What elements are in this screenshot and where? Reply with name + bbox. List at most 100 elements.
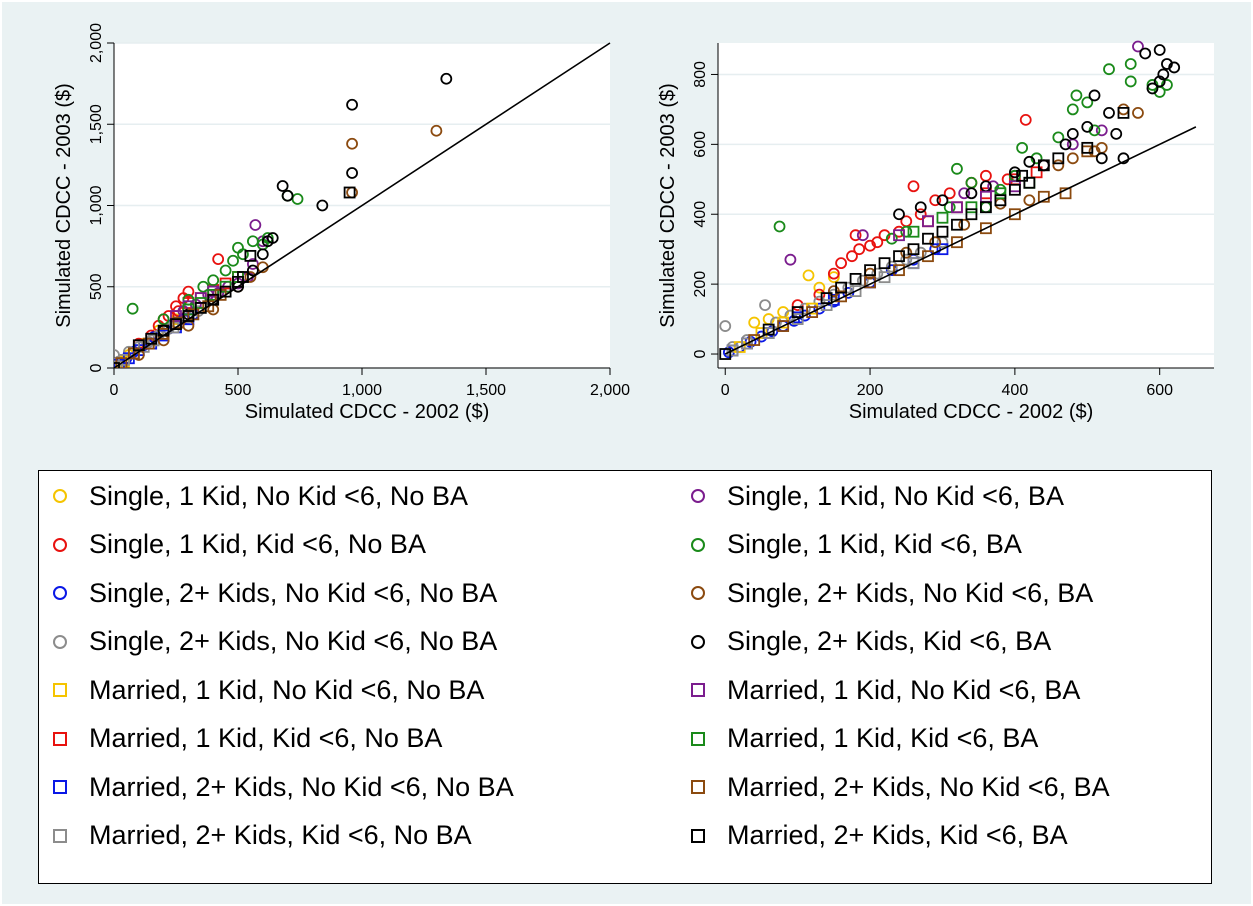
left-point-circle bbox=[430, 124, 443, 137]
right-point-circle bbox=[759, 299, 771, 311]
legend-label: Married, 1 Kid, Kid <6, BA bbox=[727, 723, 1039, 753]
legend-label: Single, 2+ Kids, Kid <6, BA bbox=[727, 626, 1052, 656]
legend-item: Married, 1 Kid, No Kid <6, BA bbox=[691, 670, 1080, 710]
right-y-tick-label: 400 bbox=[692, 201, 709, 228]
right-point-circle bbox=[1088, 145, 1101, 158]
right-point-circle bbox=[871, 267, 884, 280]
legend-circle-marker bbox=[53, 489, 67, 503]
left-y-tick-label: 2,000 bbox=[88, 23, 105, 63]
right-point-square bbox=[893, 264, 905, 277]
right-point-circle bbox=[784, 253, 797, 266]
right-x-tick-label: 200 bbox=[857, 382, 884, 399]
left-point-circle bbox=[227, 254, 239, 267]
right-point-circle bbox=[1081, 96, 1094, 109]
right-point-circle bbox=[951, 162, 963, 175]
right-point-circle bbox=[907, 180, 920, 193]
right-point-circle bbox=[1161, 58, 1173, 70]
right-y-tick-label: 200 bbox=[692, 271, 709, 298]
right-point-circle bbox=[958, 187, 971, 200]
legend-circle-marker bbox=[691, 586, 705, 600]
right-y-axis-title: Simulated CDCC - 2003 ($) bbox=[657, 83, 679, 328]
right-point-circle bbox=[791, 299, 804, 311]
legend-item: Single, 1 Kid, Kid <6, No BA bbox=[53, 525, 426, 565]
left-y-tick-label: 1,000 bbox=[88, 185, 105, 225]
right-point-circle bbox=[929, 243, 942, 256]
legend-label: Single, 1 Kid, Kid <6, No BA bbox=[89, 529, 426, 559]
right-point-square bbox=[1117, 106, 1130, 119]
left-point-square bbox=[132, 339, 145, 352]
legend-square-marker bbox=[53, 683, 67, 697]
right-point-circle bbox=[1023, 194, 1036, 207]
legend-item: Single, 1 Kid, No Kid <6, BA bbox=[691, 476, 1064, 516]
right-x-tick-label: 600 bbox=[1146, 382, 1173, 399]
left-x-tick-label: 0 bbox=[110, 382, 119, 399]
right-point-circle bbox=[1117, 152, 1130, 165]
right-point-square bbox=[835, 281, 847, 294]
right-point-circle bbox=[1168, 61, 1181, 74]
legend-square-marker bbox=[691, 828, 705, 843]
right-point-circle bbox=[798, 302, 811, 315]
right-point-square bbox=[951, 201, 963, 214]
right-x-axis-title: Simulated CDCC - 2002 ($) bbox=[849, 401, 1094, 423]
right-point-circle bbox=[1059, 138, 1072, 151]
left-point-circle bbox=[219, 264, 232, 277]
right-point-circle bbox=[936, 194, 949, 207]
left-x-tick-label: 1,500 bbox=[466, 382, 506, 399]
left-point-circle bbox=[316, 199, 329, 212]
left-point-circle bbox=[157, 313, 170, 326]
right-point-circle bbox=[864, 239, 876, 252]
right-point-square bbox=[849, 272, 862, 285]
right-point-square bbox=[878, 257, 891, 270]
legend-label: Married, 2+ Kids, Kid <6, No BA bbox=[89, 820, 472, 850]
legend-label: Single, 2+ Kids, No Kid <6, No BA bbox=[89, 577, 498, 608]
right-point-circle bbox=[835, 257, 847, 270]
right-point-circle bbox=[846, 250, 858, 263]
right-point-square bbox=[965, 208, 978, 221]
right-point-circle bbox=[1088, 124, 1101, 137]
right-point-circle bbox=[849, 229, 862, 242]
right-point-circle bbox=[1088, 89, 1101, 102]
right-point-circle bbox=[1066, 152, 1079, 165]
right-point-square bbox=[1016, 169, 1029, 182]
left-y-axis-title: Simulated CDCC - 2003 ($) bbox=[53, 83, 75, 328]
right-y-tick-label: 600 bbox=[692, 131, 709, 158]
right-point-square bbox=[936, 211, 949, 224]
legend-label: Single, 2+ Kids, No Kid <6, BA bbox=[727, 577, 1094, 608]
right-point-square bbox=[820, 292, 833, 305]
right-point-square bbox=[907, 257, 920, 270]
right-point-circle bbox=[813, 288, 826, 301]
right-point-circle bbox=[929, 194, 942, 207]
right-point-circle bbox=[943, 187, 956, 200]
right-point-square bbox=[806, 306, 819, 318]
legend-square-marker bbox=[53, 828, 67, 843]
right-point-circle bbox=[878, 229, 891, 242]
right-point-square bbox=[777, 320, 790, 332]
left-point-square bbox=[237, 271, 249, 283]
right-point-square bbox=[1037, 159, 1050, 172]
right-point-circle bbox=[958, 218, 971, 231]
left-x-tick-label: 1,000 bbox=[342, 382, 382, 399]
right-x-tick-label: 400 bbox=[1002, 382, 1029, 399]
right-point-square bbox=[1008, 183, 1021, 196]
right-point-square bbox=[965, 201, 978, 214]
right-point-circle bbox=[1103, 106, 1115, 119]
right-point-circle bbox=[784, 309, 797, 322]
legend-label: Single, 1 Kid, Kid <6, BA bbox=[727, 529, 1022, 559]
right-point-circle bbox=[1110, 127, 1123, 140]
left-y-tick-label: 500 bbox=[88, 273, 105, 300]
legend-label: Single, 1 Kid, No Kid <6, No BA bbox=[89, 480, 468, 511]
right-point-circle bbox=[900, 253, 913, 266]
right-point-square bbox=[741, 337, 753, 350]
right-point-square bbox=[1052, 152, 1065, 165]
right-point-circle bbox=[1066, 103, 1079, 116]
left-point-circle bbox=[440, 72, 453, 85]
legend-label: Married, 2+ Kids, No Kid <6, BA bbox=[727, 771, 1110, 802]
scatter-chart-left: 0 500 1,000 1,500 2,000 0 500 1,000 1,500 2,000 Si… bbox=[53, 23, 630, 423]
legend: Single, 1 Kid, No Kid <6, No BA Single, 1… bbox=[38, 470, 1212, 884]
left-point-circle bbox=[281, 189, 294, 202]
right-point-square bbox=[849, 285, 862, 298]
right-point-circle bbox=[893, 208, 905, 221]
right-point-circle bbox=[1146, 79, 1159, 91]
left-x-tick-label: 2,000 bbox=[590, 382, 630, 399]
